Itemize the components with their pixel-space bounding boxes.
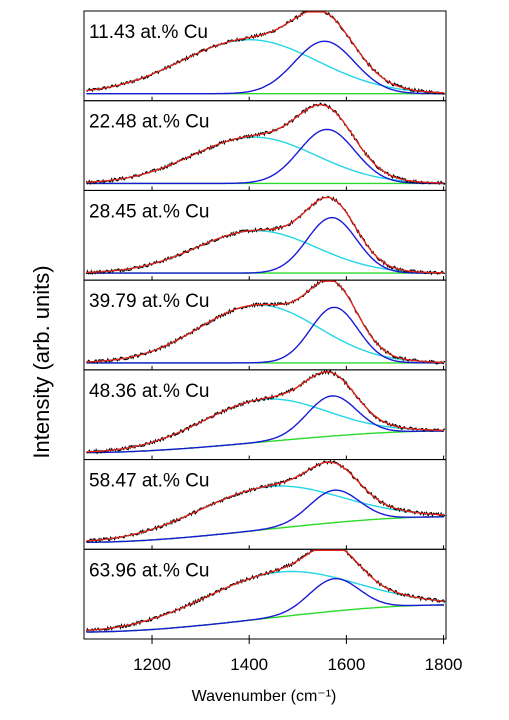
panel-label: 63.96 at.% Cu bbox=[89, 560, 209, 581]
fit-curve bbox=[86, 371, 445, 453]
fit-curve bbox=[86, 280, 445, 364]
background-curve bbox=[86, 430, 445, 454]
panel-label: 22.48 at.% Cu bbox=[89, 112, 209, 133]
panel-label: 48.36 at.% Cu bbox=[89, 381, 209, 402]
panel-label: 58.47 at.% Cu bbox=[89, 471, 209, 492]
panel-label: 28.45 at.% Cu bbox=[89, 201, 209, 222]
g-band-curve bbox=[86, 216, 445, 274]
x-tick-label: 1200 bbox=[133, 655, 171, 674]
panel-frame bbox=[83, 548, 447, 640]
g-band-curve bbox=[86, 128, 445, 185]
panel-1: 11.43 at.% Cu bbox=[83, 10, 447, 102]
panel-2: 22.48 at.% Cu bbox=[83, 100, 447, 191]
x-axis: 1200 1400 1600 1800 bbox=[133, 639, 462, 674]
y-axis-title: Intensity (arb. units) bbox=[29, 265, 54, 458]
panel-5: 48.36 at.% Cu bbox=[83, 369, 447, 461]
g-band-curve bbox=[86, 578, 445, 633]
panel-4: 39.79 at.% Cu bbox=[83, 279, 447, 371]
g-band-curve bbox=[86, 306, 445, 364]
fit-curve bbox=[86, 196, 445, 274]
x-tick-label: 1600 bbox=[327, 655, 365, 674]
panel-label: 39.79 at.% Cu bbox=[89, 291, 209, 312]
panel-3: 28.45 at.% Cu bbox=[83, 189, 447, 281]
fit-curve bbox=[86, 104, 445, 184]
g-band-curve bbox=[86, 489, 445, 543]
spectra-panels: 11.43 at.% Cu 22.48 at.% Cu 28.45 at.% Cu 3… bbox=[83, 10, 447, 640]
panel-6: 58.47 at.% Cu bbox=[83, 459, 447, 550]
fit-curve bbox=[86, 11, 445, 94]
fit-curve bbox=[86, 549, 445, 632]
panel-7: 63.96 at.% Cu bbox=[83, 548, 447, 640]
x-tick-label: 1400 bbox=[230, 655, 268, 674]
measured-spectrum bbox=[86, 369, 446, 455]
g-band-curve bbox=[86, 395, 445, 454]
d-band-curve bbox=[86, 39, 445, 94]
fit-curve bbox=[86, 461, 445, 542]
g-band-curve bbox=[86, 40, 445, 95]
panel-label: 11.43 at.% Cu bbox=[89, 22, 208, 43]
x-axis-title: Wavenumber (cm⁻¹) bbox=[192, 688, 337, 705]
x-tick-label: 1800 bbox=[425, 655, 463, 674]
